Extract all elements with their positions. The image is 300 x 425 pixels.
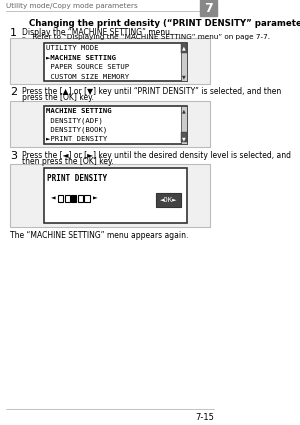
Text: DENSITY(BOOK): DENSITY(BOOK) <box>46 127 107 133</box>
Text: DENSITY(ADF): DENSITY(ADF) <box>46 117 103 124</box>
Bar <box>181 132 187 142</box>
Text: ◄: ◄ <box>51 194 56 203</box>
Text: 7-15: 7-15 <box>196 413 214 422</box>
Text: 2: 2 <box>10 87 17 97</box>
Text: ▼: ▼ <box>182 137 186 142</box>
Bar <box>71 195 76 202</box>
Text: Display the “MACHINE SETTING” menu.: Display the “MACHINE SETTING” menu. <box>22 28 172 37</box>
Text: ►PRINT DENSITY: ►PRINT DENSITY <box>46 136 107 142</box>
Text: CUSTOM SIZE MEMORY: CUSTOM SIZE MEMORY <box>46 74 129 79</box>
Text: PRINT DENSITY: PRINT DENSITY <box>47 174 107 183</box>
Text: PAPER SOURCE SETUP: PAPER SOURCE SETUP <box>46 64 129 70</box>
Bar <box>85 195 90 202</box>
Text: ◄OK►: ◄OK► <box>160 197 178 203</box>
Bar <box>157 193 181 207</box>
Bar <box>64 195 70 202</box>
Bar <box>58 195 63 202</box>
Text: MACHINE SETTING: MACHINE SETTING <box>46 108 112 114</box>
Bar <box>10 101 210 147</box>
Text: Changing the print density (“PRINT DENSITY” parameter): Changing the print density (“PRINT DENSI… <box>29 19 300 28</box>
Bar <box>10 38 210 84</box>
Text: ►: ► <box>93 194 97 203</box>
Bar <box>181 106 187 144</box>
Text: then press the [OK] key.: then press the [OK] key. <box>22 157 114 166</box>
Text: Utility mode/Copy mode parameters: Utility mode/Copy mode parameters <box>6 3 138 9</box>
Bar <box>181 43 187 81</box>
Text: press the [OK] key.: press the [OK] key. <box>22 93 94 102</box>
Text: ►MACHINE SETTING: ►MACHINE SETTING <box>46 54 116 60</box>
Bar <box>181 43 187 53</box>
Bar <box>44 43 187 81</box>
Bar <box>44 168 187 223</box>
Text: Press the [◄] or [►] key until the desired density level is selected, and: Press the [◄] or [►] key until the desir… <box>22 151 291 160</box>
Text: Press the [▲] or [▼] key until “PRINT DENSITY” is selected, and then: Press the [▲] or [▼] key until “PRINT DE… <box>22 87 281 96</box>
Bar <box>78 195 83 202</box>
Text: ▲: ▲ <box>182 109 186 114</box>
Text: The “MACHINE SETTING” menu appears again.: The “MACHINE SETTING” menu appears again… <box>10 231 189 240</box>
Bar <box>10 164 210 227</box>
Text: 3: 3 <box>10 151 17 161</box>
Text: –   Refer to “Displaying the “MACHINE SETTING” menu” on page 7-7.: – Refer to “Displaying the “MACHINE SETT… <box>22 34 270 40</box>
Bar <box>44 106 187 144</box>
Text: UTILITY MODE: UTILITY MODE <box>46 45 99 51</box>
Text: ▲: ▲ <box>182 46 186 51</box>
Text: 1: 1 <box>10 28 17 38</box>
Text: ▼: ▼ <box>182 75 186 80</box>
Bar <box>200 0 218 16</box>
Text: 7: 7 <box>204 2 213 15</box>
